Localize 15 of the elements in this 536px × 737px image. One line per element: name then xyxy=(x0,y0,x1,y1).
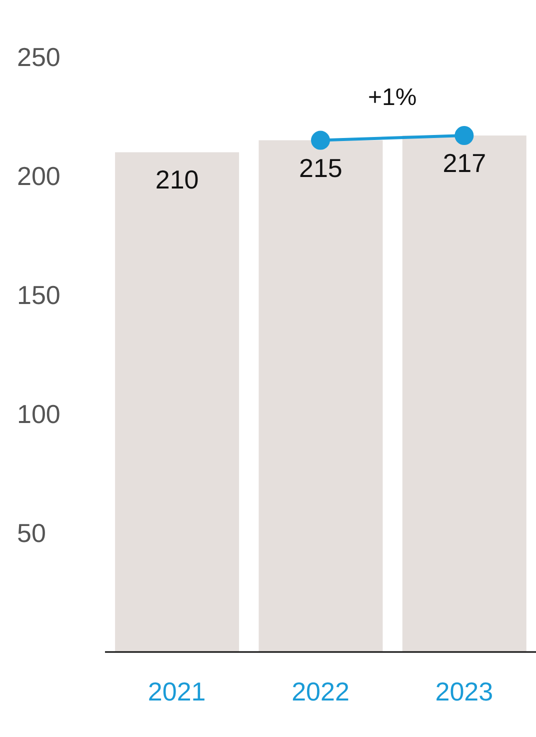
y-tick-label: 200 xyxy=(17,161,60,192)
y-tick-label: 50 xyxy=(17,518,46,548)
annotation: +1% xyxy=(366,84,418,112)
data-label: 217 xyxy=(442,148,486,178)
data-label: 210 xyxy=(155,164,199,195)
y-tick-label: 100 xyxy=(17,399,60,430)
y-tick-label: 150 xyxy=(17,280,60,310)
bar xyxy=(402,136,526,652)
bar xyxy=(258,140,383,652)
data-label: 215 xyxy=(299,152,342,183)
x-tick-label: 2021 xyxy=(148,676,206,706)
bar xyxy=(115,152,240,652)
x-tick-label: 2023 xyxy=(435,676,494,706)
x-tick-label: 2022 xyxy=(292,676,350,706)
y-tick-label: 250 xyxy=(17,42,60,72)
